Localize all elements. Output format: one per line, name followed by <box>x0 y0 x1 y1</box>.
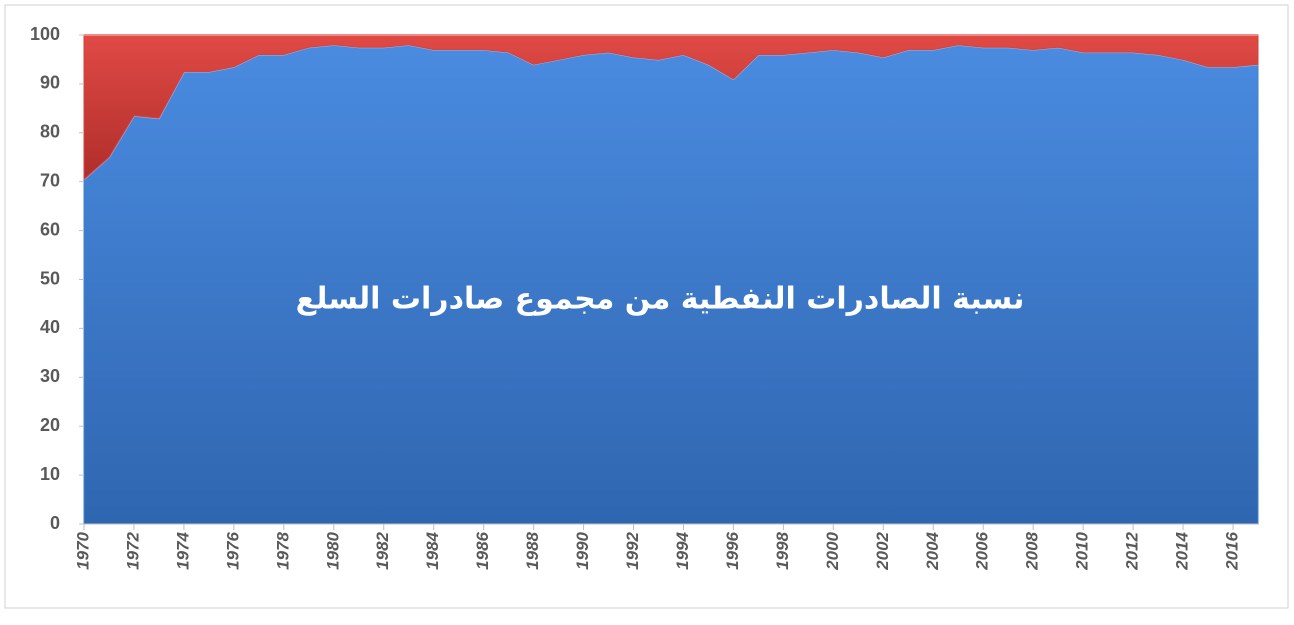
chart-title: نسبة الصادرات النفطية من مجموع صادرات ال… <box>296 282 1025 317</box>
y-tick-label: 90 <box>40 73 60 93</box>
x-tick-label: 1996 <box>723 531 742 569</box>
y-tick-label: 20 <box>40 415 60 435</box>
x-tick-label: 1982 <box>373 531 392 569</box>
x-tick-label: 1998 <box>773 531 792 569</box>
x-tick-label: 2012 <box>1123 531 1142 570</box>
x-tick-label: 1990 <box>573 531 592 569</box>
x-tick-label: 1994 <box>673 531 692 569</box>
x-tick-label: 1984 <box>423 531 442 569</box>
x-tick-label: 2014 <box>1173 531 1192 570</box>
x-tick-label: 2004 <box>923 531 942 570</box>
y-tick-label: 40 <box>40 317 60 337</box>
x-tick-label: 1976 <box>223 531 242 569</box>
x-tick-label: 2002 <box>873 531 892 570</box>
x-tick-label: 1978 <box>273 531 292 569</box>
x-tick-label: 1970 <box>73 531 92 569</box>
y-tick-label: 0 <box>50 513 60 533</box>
y-tick-label: 30 <box>40 366 60 386</box>
x-tick-label: 1974 <box>173 531 192 569</box>
x-tick-label: 1980 <box>323 531 342 569</box>
y-tick-label: 100 <box>30 24 60 44</box>
x-tick-label: 1972 <box>123 531 142 569</box>
x-tick-label: 2006 <box>973 531 992 570</box>
x-tick-label: 2016 <box>1223 531 1242 570</box>
x-tick-label: 1988 <box>523 531 542 569</box>
y-tick-label: 10 <box>40 464 60 484</box>
x-tick-label: 2000 <box>823 531 842 570</box>
x-tick-label: 2010 <box>1073 531 1092 570</box>
frame <box>4 4 1289 609</box>
y-tick-label: 70 <box>40 170 60 190</box>
y-tick-label: 50 <box>40 268 60 288</box>
y-tick-label: 60 <box>40 219 60 239</box>
x-tick-label: 1992 <box>623 531 642 569</box>
x-tick-label: 1986 <box>473 531 492 569</box>
y-tick-label: 80 <box>40 122 60 142</box>
x-tick-label: 2008 <box>1023 531 1042 570</box>
